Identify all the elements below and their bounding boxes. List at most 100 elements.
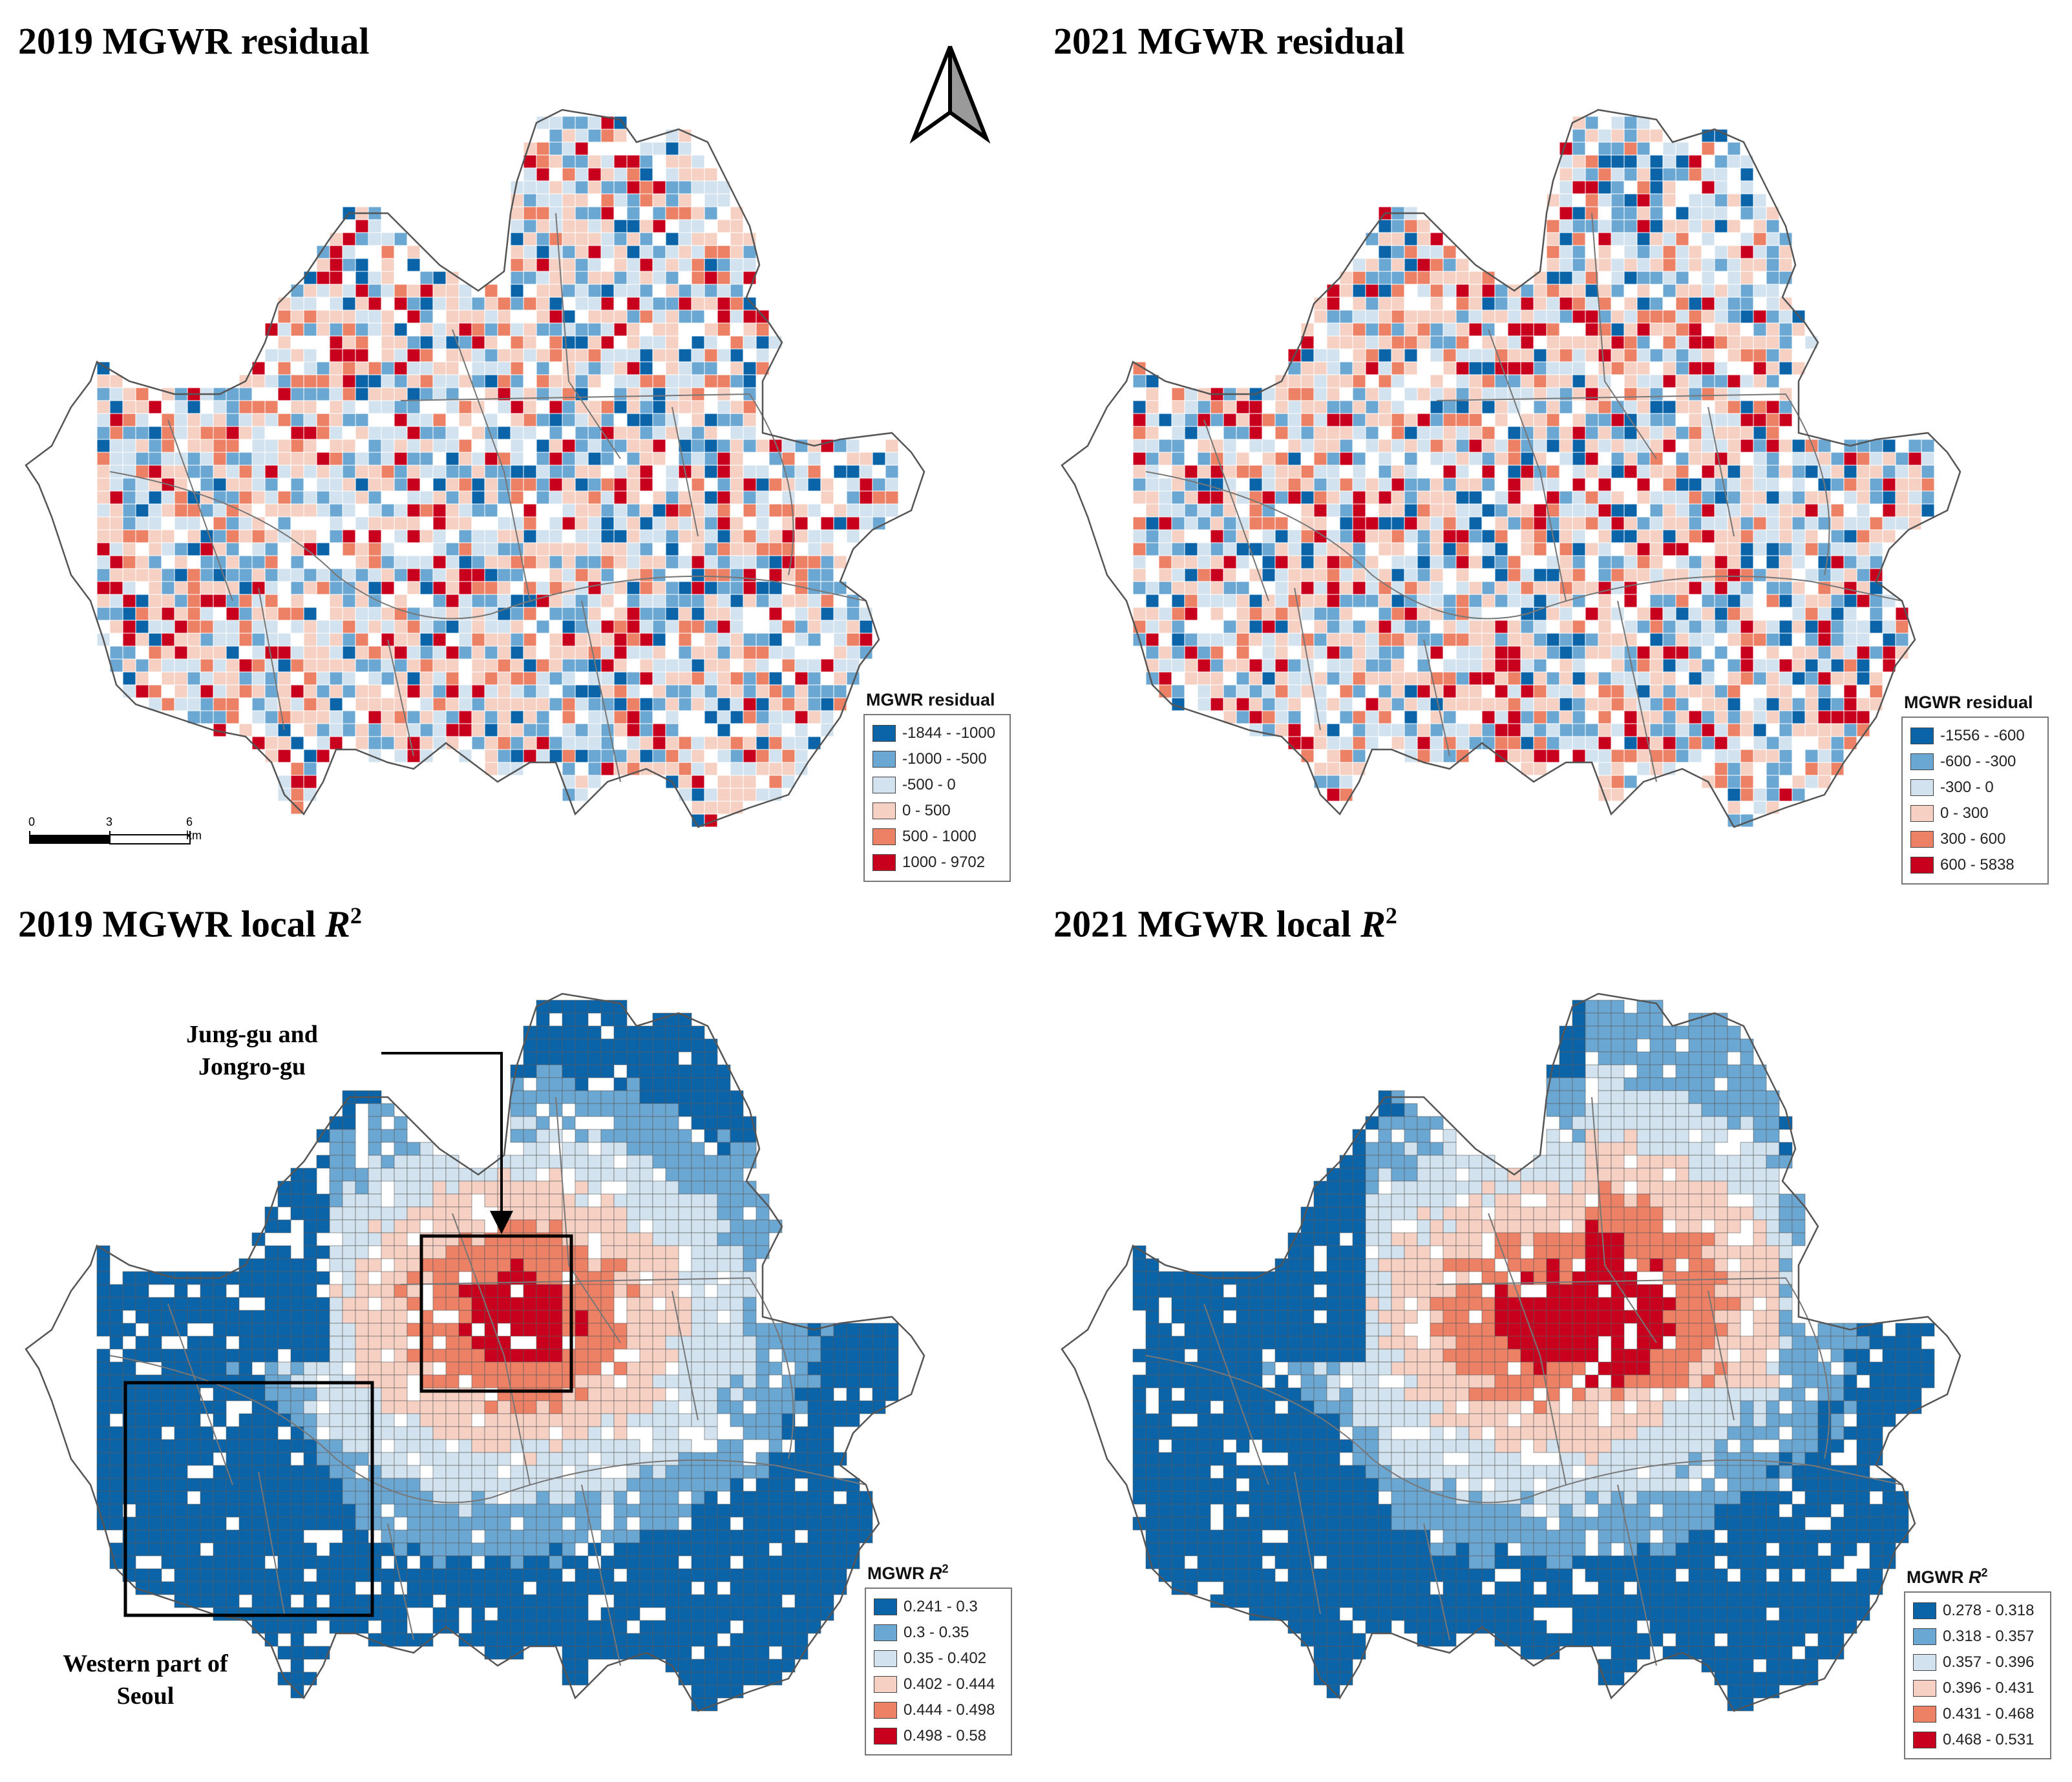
grid-cell: [1455, 452, 1470, 466]
grid-cell: [1391, 232, 1405, 246]
grid-cell: [238, 633, 253, 647]
grid-cell: [1468, 594, 1483, 608]
grid-cell: [730, 1142, 744, 1156]
grid-cell: [1287, 555, 1302, 569]
grid-cell: [187, 1336, 201, 1350]
grid-cell: [691, 258, 705, 272]
grid-cell: [510, 516, 524, 530]
grid-cell: [523, 697, 537, 711]
grid-cell: [1520, 503, 1534, 518]
grid-cell: [678, 1206, 692, 1221]
grid-cell: [1869, 542, 1883, 556]
grid-cell: [820, 620, 834, 634]
grid-cell: [1455, 413, 1470, 427]
grid-cell: [471, 1310, 485, 1324]
grid-cell: [1753, 219, 1767, 233]
grid-cell: [148, 594, 162, 608]
grid-cell: [226, 542, 240, 556]
grid-cell: [1262, 607, 1276, 621]
grid-cell: [96, 1400, 111, 1414]
grid-cell: [471, 633, 485, 647]
grid-cell: [148, 581, 162, 595]
grid-cell: [329, 1116, 343, 1130]
grid-cell: [1623, 594, 1638, 608]
grid-cell: [1455, 607, 1470, 621]
grid-cell: [1921, 477, 1935, 492]
grid-cell: [1843, 568, 1857, 582]
grid-cell: [691, 490, 705, 505]
grid-cell: [1675, 154, 1689, 169]
grid-cell: [600, 1168, 615, 1182]
grid-cell: [1210, 452, 1224, 466]
grid-cell: [1611, 607, 1625, 621]
grid-cell: [381, 271, 395, 285]
grid-cell: [781, 1374, 796, 1389]
grid-cell: [264, 1245, 279, 1259]
grid-cell: [665, 1245, 679, 1259]
grid-cell: [419, 633, 434, 647]
grid-cell: [575, 297, 589, 311]
grid-cell: [1352, 658, 1366, 673]
grid-cell: [122, 413, 136, 427]
grid-cell: [1326, 555, 1340, 569]
grid-cell: [432, 671, 447, 686]
grid-cell: [1779, 348, 1793, 362]
grid-cell: [1481, 387, 1496, 401]
grid-cell: [213, 1361, 227, 1376]
grid-cell: [717, 1090, 731, 1104]
grid-cell: [458, 1206, 472, 1221]
grid-cell: [1623, 116, 1638, 130]
grid-cell: [1611, 142, 1625, 156]
grid-cell: [1636, 555, 1651, 569]
grid-cell: [1714, 426, 1728, 440]
grid-cell: [122, 1387, 136, 1401]
grid-cell: [575, 542, 589, 556]
grid-cell: [536, 361, 550, 375]
grid-cell: [445, 284, 460, 298]
grid-cell: [691, 1103, 705, 1117]
grid-cell: [691, 1168, 705, 1182]
grid-cell: [96, 542, 111, 556]
grid-cell: [549, 245, 563, 259]
grid-cell: [652, 1155, 666, 1169]
grid-cell: [549, 1374, 563, 1389]
grid-cell: [303, 1284, 317, 1298]
grid-cell: [432, 322, 447, 337]
grid-cell: [1468, 503, 1483, 518]
grid-cell: [1430, 232, 1444, 246]
grid-cell: [1455, 736, 1470, 750]
grid-cell: [743, 633, 757, 647]
grid-cell: [200, 1297, 214, 1311]
grid-cell: [174, 684, 188, 698]
grid-cell: [639, 633, 653, 647]
grid-cell: [652, 1142, 666, 1156]
grid-cell: [665, 154, 679, 169]
grid-cell: [665, 309, 679, 324]
grid-cell: [587, 477, 602, 492]
grid-cell: [407, 426, 421, 440]
grid-cell: [484, 1258, 498, 1272]
grid-cell: [1443, 309, 1457, 324]
grid-cell: [394, 1116, 408, 1130]
grid-cell: [1662, 710, 1676, 724]
grid-cell: [1171, 503, 1185, 518]
grid-cell: [484, 684, 498, 698]
grid-cell: [678, 594, 692, 608]
grid-cell: [497, 361, 511, 375]
grid-cell: [575, 439, 589, 453]
grid-cell: [1468, 645, 1483, 660]
grid-cell: [407, 516, 421, 530]
grid-cell: [1468, 490, 1483, 505]
grid-cell: [1404, 568, 1418, 582]
grid-cell: [743, 581, 757, 595]
grid-cell: [316, 1348, 330, 1363]
grid-cell: [1675, 309, 1689, 324]
grid-cell: [549, 1193, 563, 1208]
grid-cell: [665, 193, 679, 207]
grid-cell: [329, 439, 343, 453]
grid-cell: [303, 284, 317, 298]
grid-cell: [96, 555, 111, 569]
grid-cell: [187, 439, 201, 453]
grid-cell: [794, 723, 809, 737]
grid-cell: [1300, 749, 1315, 763]
